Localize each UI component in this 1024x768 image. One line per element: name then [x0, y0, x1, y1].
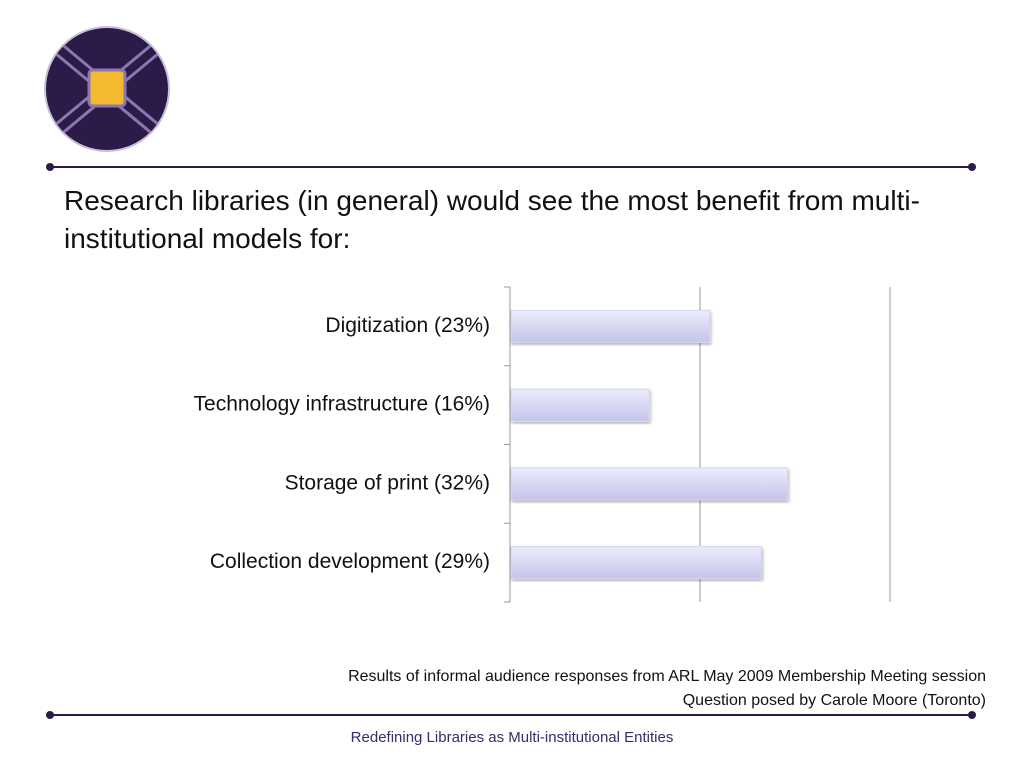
- rule-dot: [968, 163, 976, 171]
- bar: [510, 388, 650, 422]
- y-tick-label: Collection development (29%): [210, 550, 490, 573]
- bar: [510, 546, 762, 580]
- bar: [510, 467, 788, 501]
- logo: [44, 26, 170, 152]
- bar: [510, 309, 711, 343]
- y-tick-label: Storage of print (32%): [285, 471, 490, 494]
- footer: Redefining Libraries as Multi-institutio…: [350, 729, 674, 746]
- rule-dot: [46, 163, 54, 171]
- chart-title: Research libraries (in general) would se…: [64, 185, 920, 254]
- note: Results of informal audience responses f…: [348, 668, 986, 685]
- rule-dot: [968, 711, 976, 719]
- rule-dot: [46, 711, 54, 719]
- y-tick-label: Technology infrastructure (16%): [194, 393, 490, 416]
- note: Question posed by Carole Moore (Toronto): [682, 692, 986, 709]
- y-tick-label: Digitization (23%): [325, 314, 490, 337]
